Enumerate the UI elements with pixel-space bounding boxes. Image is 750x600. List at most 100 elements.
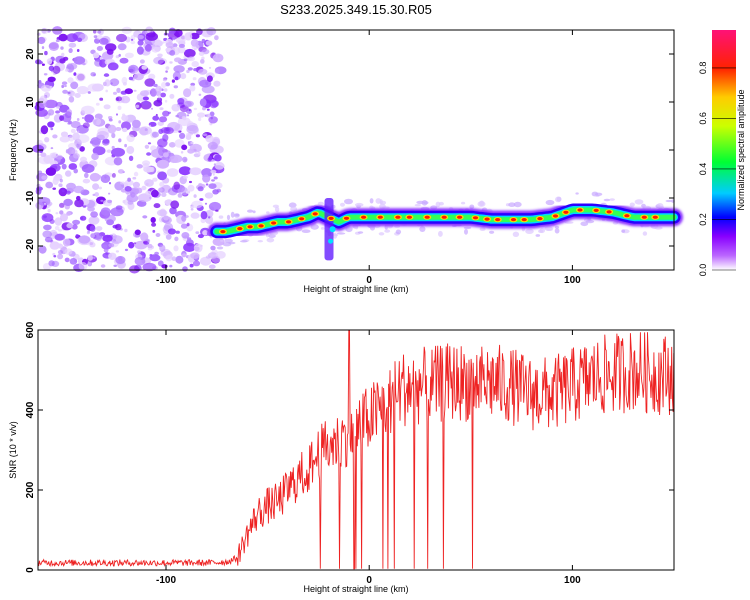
noise-blob <box>115 223 122 231</box>
noise-blob <box>76 134 90 144</box>
track-peak <box>286 220 292 224</box>
snr-frame <box>37 329 675 571</box>
noise-blob <box>111 147 125 157</box>
noise-blob <box>193 68 198 72</box>
track-halo-blob <box>463 226 472 230</box>
track-halo-blob <box>438 230 443 237</box>
noise-blob <box>192 77 197 81</box>
track-halo-blob <box>642 231 648 236</box>
noise-blob <box>110 235 123 244</box>
y-tick-label: 0 <box>25 147 36 153</box>
noise-blob <box>157 171 168 181</box>
noise-blob <box>190 212 200 219</box>
track-halo-blob <box>274 206 280 213</box>
noise-blob <box>116 33 127 43</box>
track-peak <box>606 210 612 214</box>
track-peak <box>624 214 630 218</box>
noise-blob <box>210 169 217 174</box>
noise-blob <box>109 78 120 87</box>
noise-blob <box>151 222 157 227</box>
noise-blob <box>133 89 137 92</box>
noise-blob <box>107 199 113 204</box>
track-peak <box>377 215 383 219</box>
noise-blob <box>130 40 136 45</box>
noise-blob <box>66 211 72 216</box>
track-halo-blob <box>378 232 385 236</box>
noise-blob <box>54 226 60 231</box>
noise-blob <box>149 254 153 257</box>
noise-blob <box>205 40 213 46</box>
track-halo-blob <box>395 229 402 235</box>
noise-blob <box>190 252 200 259</box>
noise-blob <box>134 229 141 236</box>
noise-blob <box>210 245 216 251</box>
noise-blob <box>46 58 53 65</box>
noise-blob <box>149 88 157 97</box>
noise-blob <box>76 49 80 52</box>
noise-blob <box>105 89 108 93</box>
noise-blob <box>78 235 91 244</box>
spectrogram-x-label: Height of straight line (km) <box>303 284 408 294</box>
noise-blob <box>79 215 87 221</box>
noise-blob <box>87 230 90 233</box>
track-halo-blob <box>545 199 555 206</box>
colorbar-label: Normalized spectral amplitude <box>736 89 746 210</box>
noise-blob <box>52 252 56 256</box>
noise-blob <box>211 255 221 263</box>
noise-blob <box>173 29 183 38</box>
noise-blob <box>137 39 144 46</box>
track-peak <box>652 215 658 219</box>
track-peak <box>406 215 412 219</box>
x-tick-label: 100 <box>564 275 581 286</box>
noise-blob <box>174 57 182 63</box>
noise-blob <box>200 211 208 220</box>
track-halo-blob <box>336 232 346 235</box>
track-halo-blob <box>332 232 338 239</box>
noise-blob <box>204 192 214 199</box>
noise-blob <box>212 53 224 63</box>
noise-blob <box>161 82 167 88</box>
noise-blob <box>187 237 192 241</box>
noise-blob <box>193 107 198 111</box>
noise-blob <box>162 110 170 117</box>
noise-blob <box>183 100 194 108</box>
noise-blob <box>155 233 161 237</box>
noise-blob <box>160 92 167 98</box>
noise-blob <box>38 245 47 254</box>
noise-blob <box>103 73 110 77</box>
track-halo-blob <box>489 230 495 234</box>
track-halo-blob <box>469 204 475 210</box>
track-halo-blob <box>594 192 603 196</box>
noise-blob <box>173 85 178 89</box>
track-halo-blob <box>216 246 224 250</box>
noise-blob <box>63 198 73 206</box>
noise-blob <box>87 254 93 261</box>
noise-blob <box>136 201 144 207</box>
noise-blob <box>174 236 179 242</box>
noise-blob <box>169 61 173 64</box>
noise-blob <box>81 105 95 115</box>
noise-blob <box>118 138 122 143</box>
noise-blob <box>92 193 96 196</box>
noise-blob <box>198 117 202 122</box>
spectrogram-x-ticks: -100 0 100 <box>156 30 581 286</box>
noise-blob <box>76 143 81 149</box>
noise-blob <box>207 141 218 150</box>
noise-blob <box>76 118 80 121</box>
track-halo-blob <box>508 202 516 207</box>
noise-blob <box>95 233 103 241</box>
noise-blob <box>181 35 185 40</box>
noise-blob <box>205 135 214 143</box>
noise-blob <box>71 91 76 97</box>
noise-blob <box>100 174 111 183</box>
noise-blob <box>197 184 200 187</box>
noise-blob <box>90 72 96 77</box>
noise-blob <box>41 27 49 35</box>
noise-blob <box>171 79 175 83</box>
noise-blob <box>177 193 183 198</box>
noise-blob <box>191 200 203 209</box>
noise-blob <box>140 90 149 97</box>
noise-blob <box>111 132 116 139</box>
noise-blob <box>92 117 102 126</box>
noise-blob <box>208 201 222 211</box>
